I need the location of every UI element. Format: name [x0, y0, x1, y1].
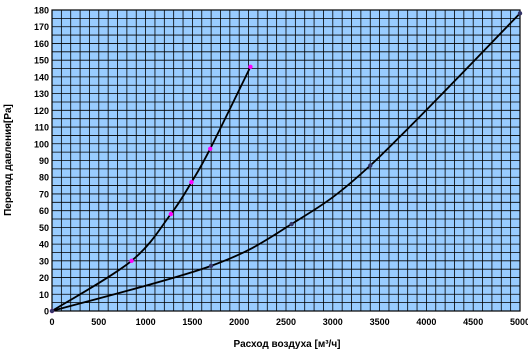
y-tick-label: 0	[44, 307, 49, 317]
y-tick-label: 170	[34, 22, 49, 32]
y-tick-label: 180	[34, 6, 49, 16]
data-point	[368, 163, 373, 168]
data-point	[517, 11, 523, 16]
x-tick-label: 4000	[416, 317, 436, 327]
series-line-1	[51, 66, 252, 312]
plot-border	[51, 9, 521, 312]
y-tick-label: 50	[39, 223, 49, 233]
x-tick-label: 3000	[323, 317, 343, 327]
y-tick-label: 130	[34, 89, 49, 99]
x-tick-label: 0	[49, 317, 54, 327]
x-tick-label: 1500	[182, 317, 202, 327]
x-tick-label: 3500	[370, 317, 390, 327]
y-tick-label: 140	[34, 72, 49, 82]
y-tick-label: 160	[34, 39, 49, 49]
data-point	[189, 180, 194, 185]
x-axis-title: Расход воздуха [м³/ч]	[234, 339, 341, 350]
y-tick-label: 100	[34, 139, 49, 149]
y-tick-label: 10	[39, 290, 49, 300]
x-tick-label: 1000	[136, 317, 156, 327]
data-point	[207, 146, 213, 151]
y-axis-title: Перепад давления[Pa]	[3, 104, 14, 216]
data-point	[49, 308, 55, 314]
y-tick-label: 40	[39, 240, 49, 250]
data-point	[289, 221, 294, 227]
y-tick-label: 150	[34, 56, 49, 66]
x-tick-label: 500	[91, 317, 106, 327]
data-point	[208, 263, 214, 269]
y-tick-label: 60	[39, 206, 49, 216]
data-point	[168, 211, 174, 217]
y-tick-label: 90	[39, 156, 49, 166]
y-tick-label: 80	[39, 173, 49, 183]
x-tick-label: 4500	[463, 317, 483, 327]
x-tick-label: 5000	[510, 317, 528, 327]
y-tick-label: 70	[39, 189, 49, 199]
x-tick-label: 2500	[276, 317, 296, 327]
y-tick-label: 110	[34, 123, 49, 133]
y-tick-label: 120	[34, 106, 49, 116]
y-tick-label: 30	[39, 256, 49, 266]
data-point	[129, 258, 134, 264]
data-point	[248, 64, 253, 70]
y-tick-label: 20	[39, 273, 49, 283]
x-tick-label: 2000	[229, 317, 249, 327]
